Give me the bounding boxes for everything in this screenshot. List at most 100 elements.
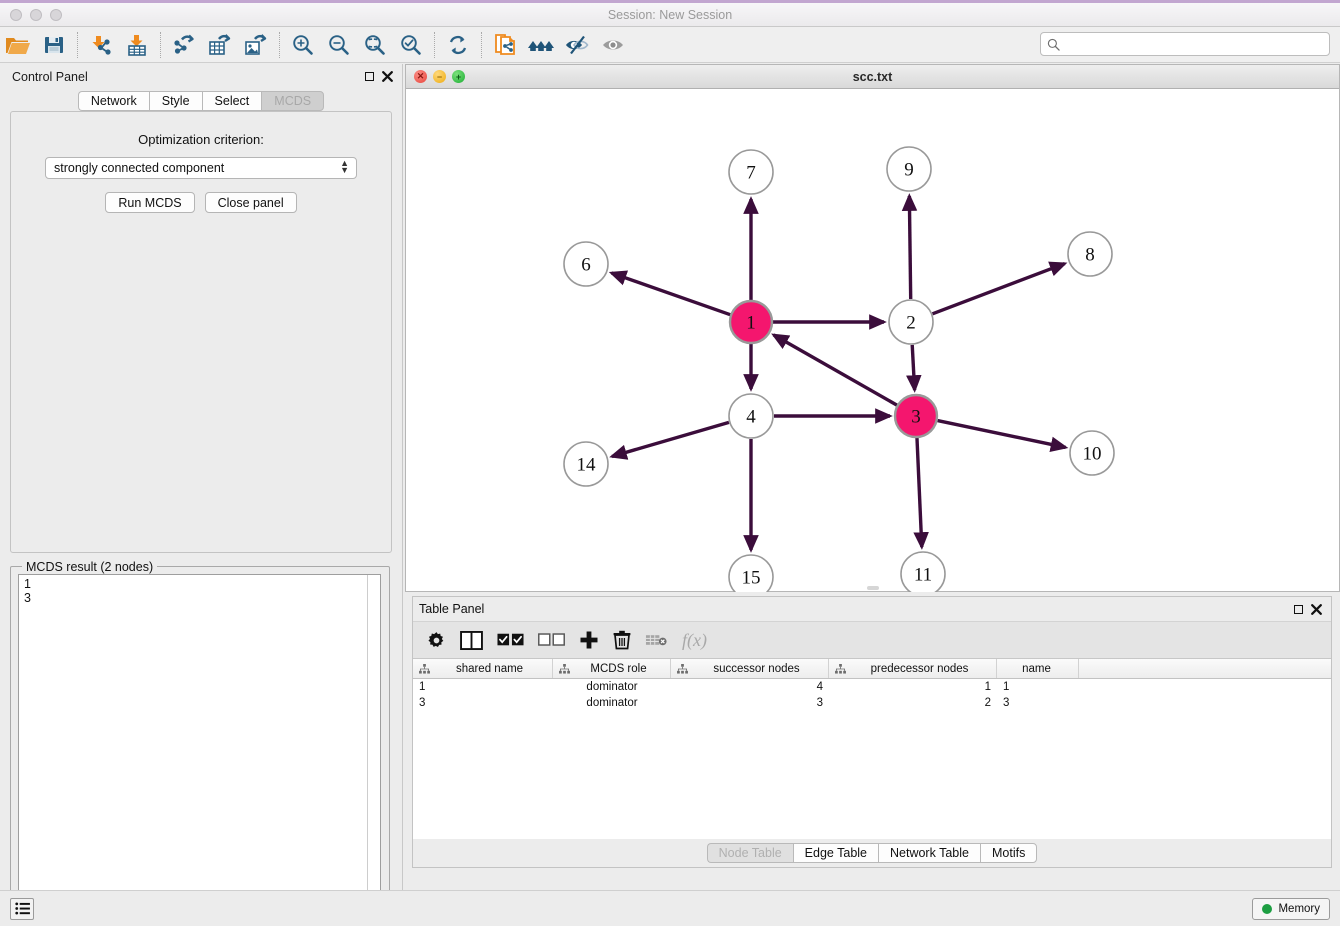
column-header-predecessor-nodes[interactable]: predecessor nodes — [829, 659, 997, 678]
tab-node-table[interactable]: Node Table — [706, 843, 793, 863]
search-box[interactable] — [1040, 32, 1330, 56]
network-zoom-icon[interactable]: + — [452, 70, 465, 83]
add-column-icon[interactable] — [579, 630, 599, 650]
node-circle — [728, 149, 774, 195]
optimization-criterion-select[interactable]: strongly connected component ▲ ▼ — [45, 157, 357, 179]
memory-label: Memory — [1278, 902, 1320, 915]
tab-motifs[interactable]: Motifs — [979, 843, 1038, 863]
tab-edge-table[interactable]: Edge Table — [792, 843, 878, 863]
graph-node-1[interactable]: 1 — [728, 299, 774, 345]
function-builder-icon[interactable]: f(x) — [682, 629, 707, 650]
mcds-result-group: MCDS result (2 nodes) 1 3 — [10, 560, 390, 926]
table-panel-close-button[interactable] — [1307, 600, 1325, 618]
column-header-name[interactable]: name — [997, 659, 1079, 678]
graph-edge-3-1[interactable] — [771, 333, 898, 407]
zoom-out-icon[interactable] — [321, 29, 357, 61]
optimization-criterion-value: strongly connected component — [54, 161, 225, 175]
result-scrollbar[interactable] — [367, 575, 380, 926]
cell-shared-name: 3 — [419, 697, 426, 709]
hierarchy-icon — [559, 663, 570, 674]
import-table-icon[interactable] — [119, 29, 155, 61]
export-network-icon[interactable] — [166, 29, 202, 61]
destroy-network-icon[interactable] — [523, 29, 559, 61]
export-image-icon[interactable] — [238, 29, 274, 61]
window-close-icon[interactable] — [10, 8, 22, 21]
graph-edge-2-9[interactable] — [901, 193, 918, 300]
window-minimize-icon[interactable] — [30, 8, 42, 21]
title-bar: Session: New Session — [0, 0, 1340, 27]
window-zoom-icon[interactable] — [50, 8, 62, 21]
graph-node-10[interactable]: 10 — [1069, 430, 1115, 476]
task-list-icon[interactable] — [10, 897, 34, 920]
search-input[interactable] — [1060, 36, 1323, 52]
table-row[interactable]: 3 dominator 3 2 3 — [413, 695, 1331, 711]
split-columns-icon[interactable] — [460, 630, 483, 650]
network-resize-grip[interactable] — [866, 586, 879, 590]
control-panel-header: Control Panel — [0, 64, 402, 89]
graph-edge-1-6[interactable] — [608, 270, 731, 317]
table-remove-icon[interactable] — [645, 632, 668, 648]
graph-node-9[interactable]: 9 — [886, 146, 932, 192]
graph-edge-3-11[interactable] — [913, 437, 929, 550]
graph-node-6[interactable]: 6 — [563, 241, 609, 287]
refresh-icon[interactable] — [440, 29, 476, 61]
tab-select[interactable]: Select — [201, 91, 262, 111]
close-icon — [381, 71, 393, 82]
mcds-result-textarea[interactable]: 1 3 — [18, 574, 381, 926]
control-panel-float-button[interactable] — [360, 68, 378, 86]
control-panel-close-button[interactable] — [378, 68, 396, 86]
column-header-shared-name[interactable]: shared name — [413, 659, 553, 678]
tab-network-table[interactable]: Network Table — [878, 843, 980, 863]
tab-edge-table-label: Edge Table — [804, 846, 867, 860]
table-row[interactable]: 1 dominator 4 1 1 — [413, 679, 1331, 695]
graph-node-15[interactable]: 15 — [728, 554, 774, 600]
save-session-icon[interactable] — [36, 29, 72, 61]
settings-gear-icon[interactable] — [427, 631, 446, 650]
graph-edge-2-8[interactable] — [931, 261, 1068, 316]
memory-status-button[interactable]: Memory — [1252, 897, 1330, 920]
toolbar-separator — [279, 31, 280, 58]
zoom-in-icon[interactable] — [285, 29, 321, 61]
open-file-icon[interactable] — [0, 29, 36, 61]
float-square-icon — [1293, 604, 1303, 614]
export-table-icon[interactable] — [202, 29, 238, 61]
node-label: 8 — [1085, 245, 1095, 266]
column-header-successor-nodes[interactable]: successor nodes — [671, 659, 829, 678]
column-header-label: shared name — [455, 662, 524, 675]
node-circle — [1067, 231, 1113, 277]
tab-style[interactable]: Style — [148, 91, 202, 111]
graph-edge-2-3[interactable] — [906, 344, 922, 393]
tab-mcds[interactable]: MCDS — [261, 91, 325, 111]
graph-node-11[interactable]: 11 — [900, 551, 946, 597]
network-canvas[interactable]: 7 9 6 8 1 2 3 4 10 14 15 11 — [406, 89, 1339, 600]
hide-selected-icon[interactable] — [559, 29, 595, 61]
run-mcds-button[interactable]: Run MCDS — [105, 192, 195, 213]
network-graph[interactable]: 7 9 6 8 1 2 3 4 10 14 15 11 — [406, 89, 1339, 600]
zoom-selected-icon[interactable] — [393, 29, 429, 61]
status-bar: Memory — [0, 890, 1340, 926]
graph-node-14[interactable]: 14 — [563, 441, 609, 487]
network-close-icon[interactable]: ✕ — [414, 70, 427, 83]
graph-node-4[interactable]: 4 — [728, 393, 774, 439]
deselect-all-checkbox-icon[interactable] — [538, 633, 565, 647]
graph-node-8[interactable]: 8 — [1067, 231, 1113, 277]
tab-network[interactable]: Network — [77, 91, 149, 111]
graph-node-2[interactable]: 2 — [888, 299, 934, 345]
select-all-checkbox-icon[interactable] — [497, 633, 524, 647]
new-network-icon[interactable] — [487, 29, 523, 61]
graph-edge-4-14[interactable] — [609, 420, 730, 460]
table-panel-float-button[interactable] — [1289, 600, 1307, 618]
import-network-icon[interactable] — [83, 29, 119, 61]
graph-node-7[interactable]: 7 — [728, 149, 774, 195]
node-label: 2 — [906, 313, 916, 334]
zoom-fit-icon[interactable] — [357, 29, 393, 61]
graph-node-3[interactable]: 3 — [893, 393, 939, 439]
show-all-icon[interactable] — [595, 29, 631, 61]
network-minimize-icon[interactable]: − — [433, 70, 446, 83]
column-header-mcds-role[interactable]: MCDS role — [553, 659, 671, 678]
close-panel-button[interactable]: Close panel — [204, 192, 297, 213]
run-mcds-label: Run MCDS — [118, 195, 182, 210]
delete-column-icon[interactable] — [613, 630, 631, 650]
graph-edge-3-10[interactable] — [937, 418, 1069, 453]
toolbar-separator — [160, 31, 161, 58]
